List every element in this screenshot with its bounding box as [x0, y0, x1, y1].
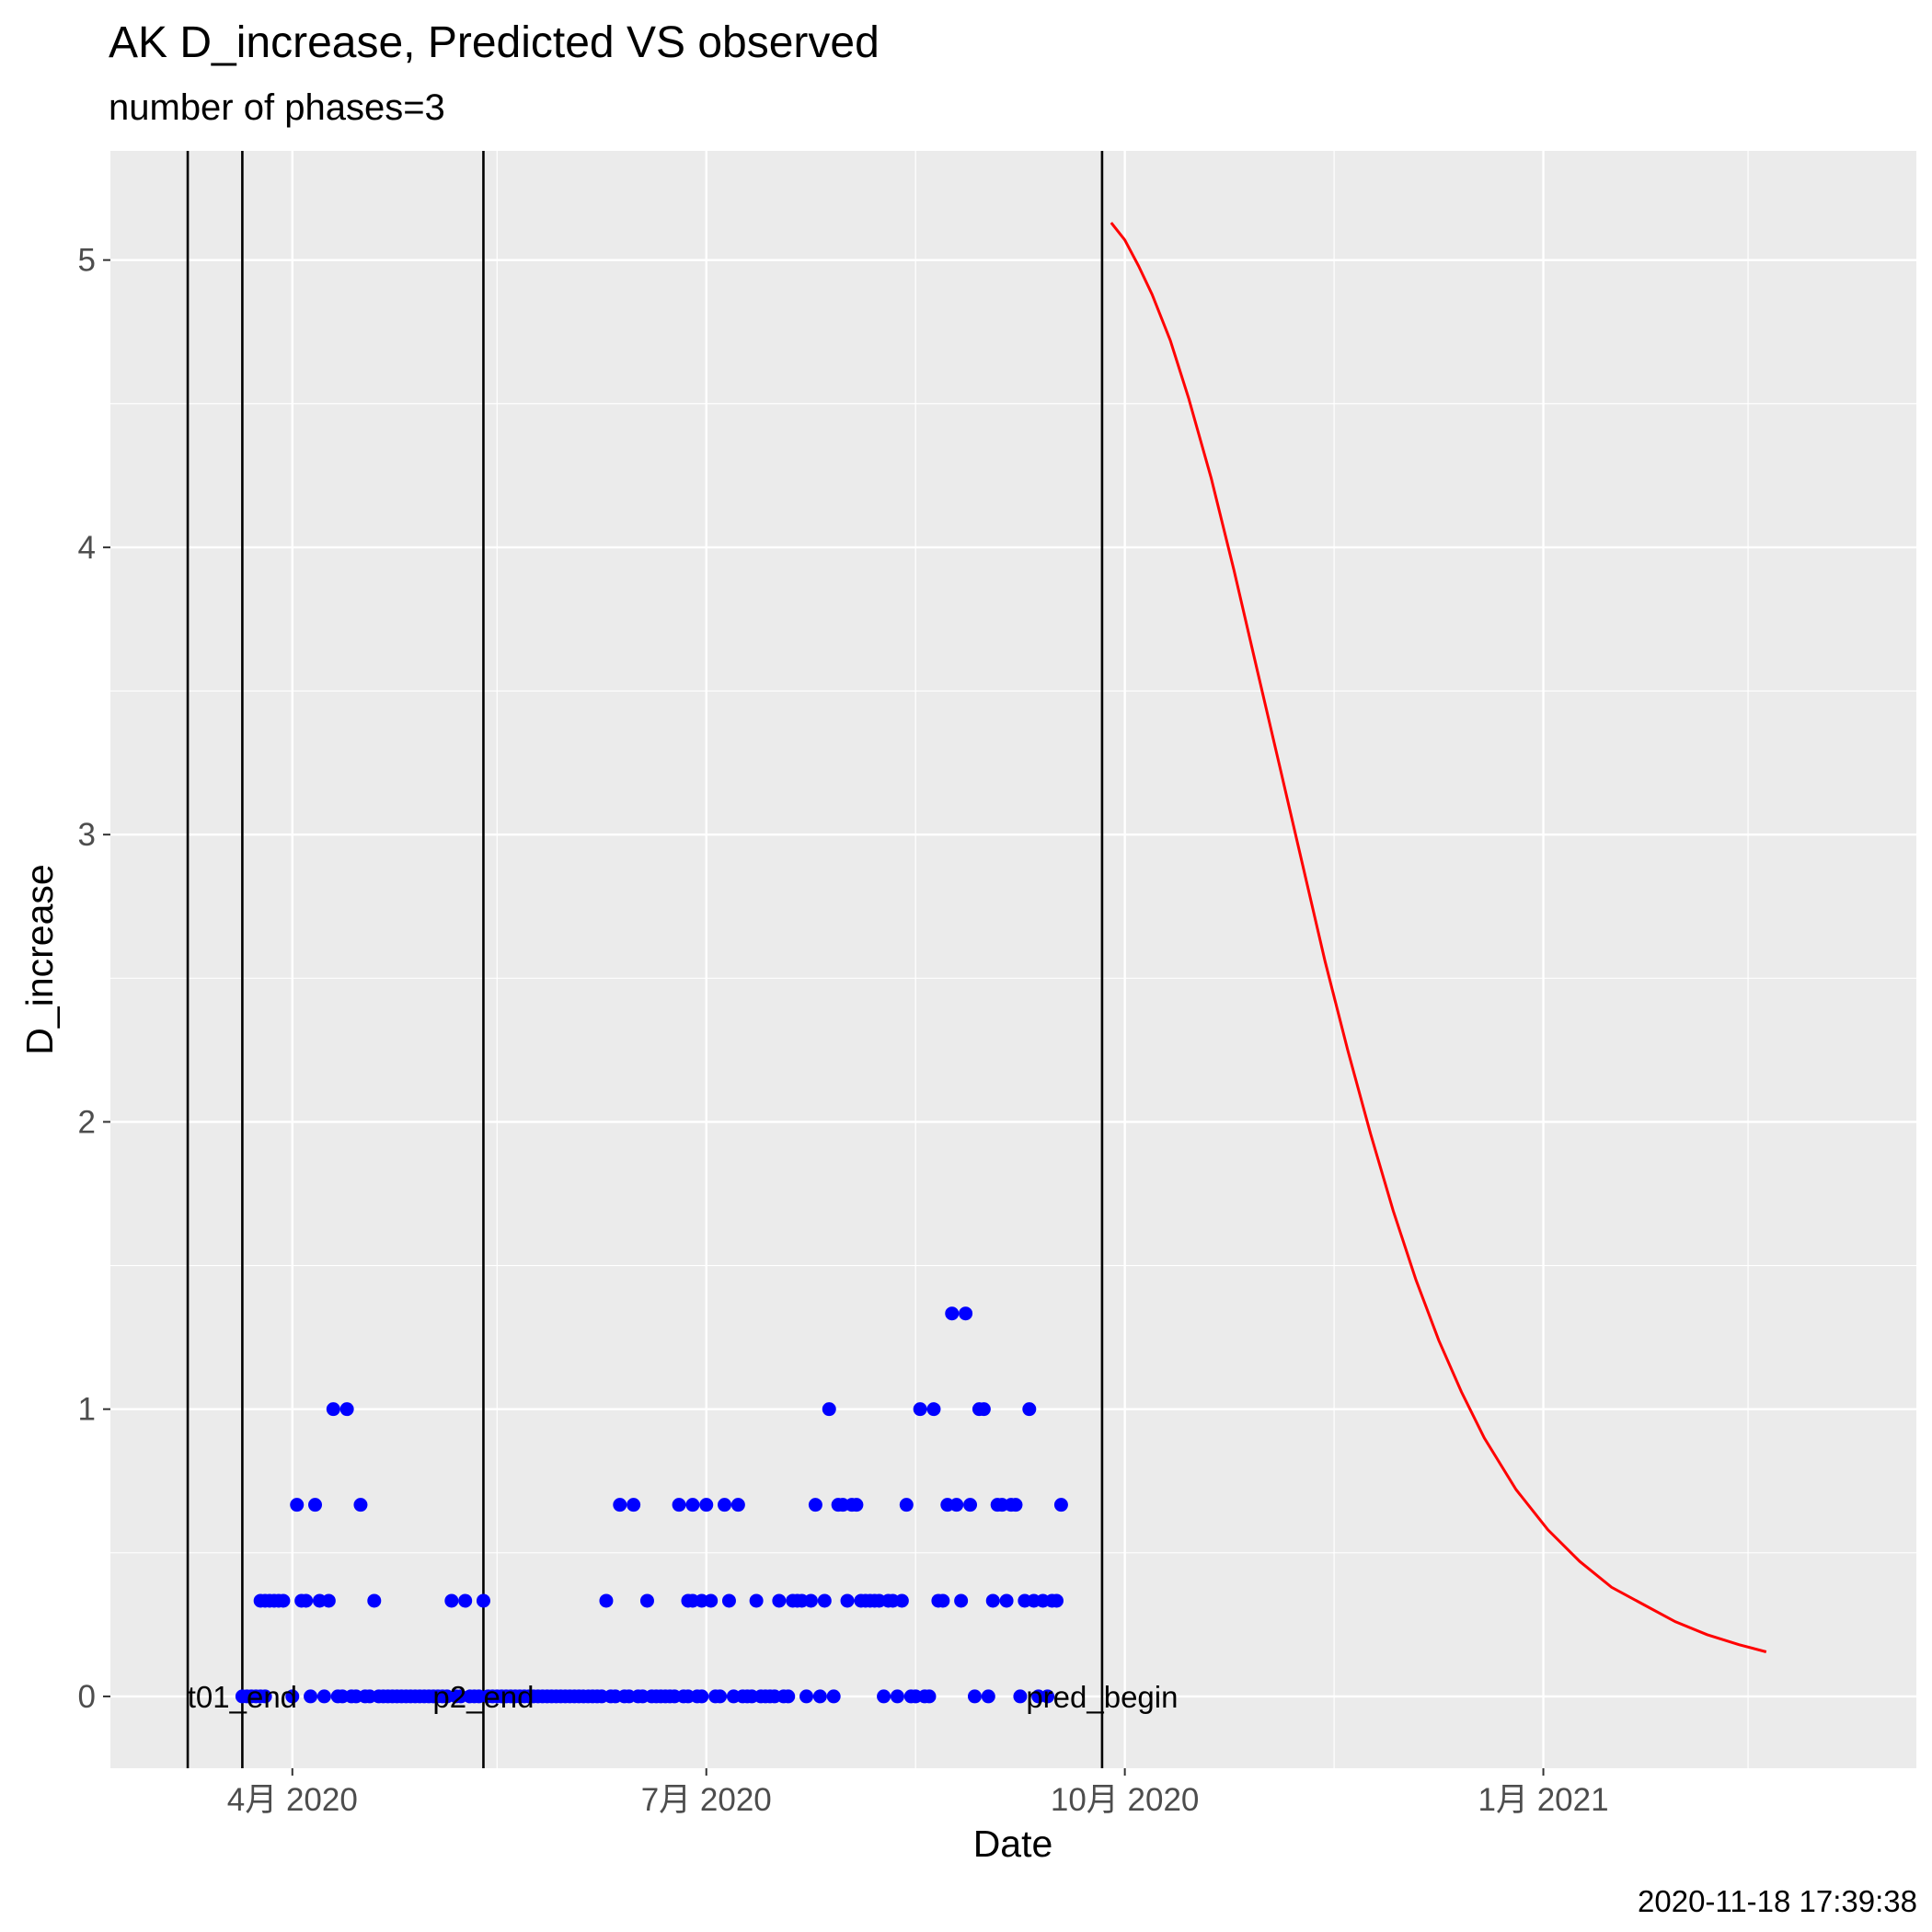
observed-points — [235, 1306, 1068, 1704]
x-tick-label: 10月 2020 — [1051, 1782, 1200, 1818]
data-point — [339, 1402, 354, 1417]
predicted-line — [1110, 222, 1767, 1653]
data-point — [285, 1689, 300, 1704]
data-point — [367, 1593, 382, 1608]
data-point — [704, 1593, 719, 1608]
y-axis-ticks: 0 1 2 3 4 5 — [78, 243, 110, 1715]
data-point — [781, 1689, 796, 1704]
data-point — [1013, 1689, 1028, 1704]
y-axis-title: D_increase — [18, 864, 61, 1054]
data-point — [981, 1689, 995, 1704]
y-tick-label: 0 — [78, 1679, 96, 1715]
data-point — [945, 1306, 960, 1321]
timestamp-caption: 2020-11-18 17:39:38 — [1638, 1884, 1917, 1918]
data-point — [822, 1402, 836, 1417]
data-point — [803, 1593, 818, 1608]
data-point — [308, 1498, 323, 1512]
data-point — [639, 1593, 654, 1608]
y-tick-label: 5 — [78, 243, 96, 279]
data-point — [826, 1689, 841, 1704]
data-point — [699, 1498, 714, 1512]
data-point — [627, 1498, 641, 1512]
data-point — [672, 1498, 686, 1512]
data-point — [276, 1593, 291, 1608]
data-point — [1049, 1593, 1064, 1608]
data-point — [316, 1689, 331, 1704]
grid-major — [110, 151, 1916, 1768]
x-axis-title: Date — [973, 1823, 1053, 1865]
phase-line-label: t01_end — [188, 1680, 297, 1714]
x-tick-label: 1月 2021 — [1478, 1782, 1609, 1818]
chart-title: AK D_increase, Predicted VS observed — [109, 18, 880, 67]
data-point — [476, 1593, 490, 1608]
data-point — [718, 1498, 732, 1512]
phase-line-label: p2_end — [432, 1680, 534, 1714]
data-point — [913, 1402, 927, 1417]
y-tick-label: 3 — [78, 817, 96, 853]
data-point — [877, 1689, 891, 1704]
data-point — [353, 1498, 368, 1512]
data-point — [1053, 1498, 1068, 1512]
plot-panel — [110, 151, 1916, 1768]
data-point — [922, 1689, 937, 1704]
data-point — [890, 1689, 904, 1704]
chart-subtitle: number of phases=3 — [109, 87, 445, 128]
data-point — [258, 1689, 272, 1704]
phase-line-label: pred_begin — [1026, 1680, 1178, 1714]
data-point — [849, 1498, 864, 1512]
data-point — [949, 1498, 964, 1512]
phase-lines — [186, 151, 1104, 1768]
data-point — [458, 1593, 473, 1608]
data-point — [290, 1498, 305, 1512]
data-point — [299, 1593, 314, 1608]
phase-labels: t01_end p2_end pred_begin — [188, 1680, 1179, 1714]
data-point — [963, 1498, 978, 1512]
data-point — [799, 1689, 814, 1704]
data-point — [959, 1306, 973, 1321]
x-axis-ticks: 4月 2020 7月 2020 10月 2020 1月 2021 — [227, 1768, 1609, 1818]
data-point — [613, 1498, 627, 1512]
y-tick-label: 2 — [78, 1104, 96, 1140]
data-point — [967, 1689, 982, 1704]
data-point — [326, 1402, 340, 1417]
data-point — [321, 1593, 336, 1608]
x-tick-label: 4月 2020 — [227, 1782, 358, 1818]
data-point — [840, 1593, 855, 1608]
data-point — [1008, 1498, 1023, 1512]
data-point — [695, 1689, 709, 1704]
y-tick-label: 4 — [78, 530, 96, 566]
data-point — [817, 1593, 832, 1608]
x-tick-label: 7月 2020 — [641, 1782, 772, 1818]
data-point — [936, 1593, 950, 1608]
data-point — [926, 1402, 941, 1417]
data-point — [894, 1593, 909, 1608]
grid-minor — [110, 151, 1916, 1768]
data-point — [1041, 1689, 1055, 1704]
data-point — [772, 1593, 787, 1608]
data-point — [730, 1498, 745, 1512]
data-point — [954, 1593, 969, 1608]
data-point — [808, 1498, 822, 1512]
data-point — [999, 1593, 1014, 1608]
data-point — [812, 1689, 827, 1704]
data-point — [304, 1689, 318, 1704]
data-point — [985, 1593, 1000, 1608]
data-point — [976, 1402, 991, 1417]
data-point — [899, 1498, 914, 1512]
y-tick-label: 1 — [78, 1392, 96, 1428]
data-point — [685, 1498, 700, 1512]
data-point — [444, 1593, 459, 1608]
data-point — [1022, 1402, 1037, 1417]
data-point — [749, 1593, 764, 1608]
data-point — [713, 1689, 728, 1704]
data-point — [599, 1593, 614, 1608]
data-point — [721, 1593, 736, 1608]
